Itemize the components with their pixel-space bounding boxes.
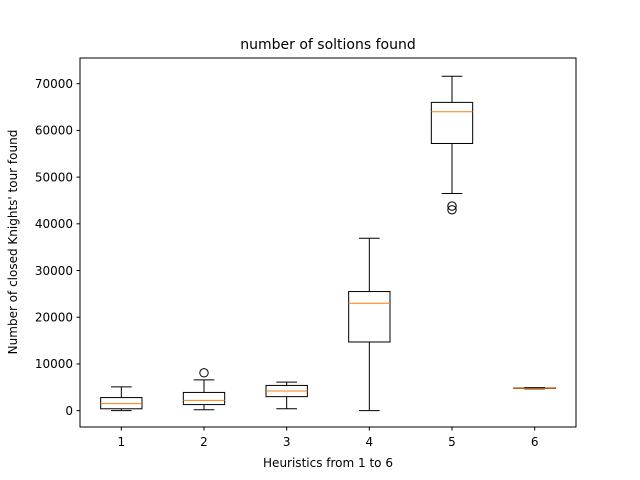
y-tick-label: 10000 bbox=[35, 357, 73, 371]
box-group-2 bbox=[182, 368, 226, 411]
x-tick-label: 1 bbox=[118, 435, 126, 449]
y-tick-label: 50000 bbox=[35, 170, 73, 184]
y-tick-label: 0 bbox=[65, 404, 73, 418]
outlier-5-1 bbox=[447, 201, 457, 211]
box-group-4 bbox=[348, 237, 391, 412]
y-tick-label: 70000 bbox=[35, 77, 73, 91]
box-4 bbox=[348, 291, 391, 343]
x-tick-label: 4 bbox=[366, 435, 374, 449]
y-tick-label: 20000 bbox=[35, 311, 73, 325]
x-tick-label: 3 bbox=[283, 435, 291, 449]
y-tick-label: 30000 bbox=[35, 264, 73, 278]
x-tick-label: 2 bbox=[200, 435, 208, 449]
box-group-1 bbox=[100, 386, 143, 412]
y-axis: 0 10000 20000 30000 40000 50000 60000 70000 bbox=[35, 77, 80, 418]
x-tick-label: 5 bbox=[448, 435, 456, 449]
chart-title: number of soltions found bbox=[240, 37, 415, 53]
box-group-3 bbox=[265, 381, 308, 410]
y-tick-label: 40000 bbox=[35, 217, 73, 231]
box-group-6 bbox=[513, 387, 556, 390]
y-tick-label: 60000 bbox=[35, 124, 73, 138]
plot-area bbox=[100, 75, 556, 412]
x-axis: 1 2 3 4 5 6 bbox=[118, 427, 539, 449]
box-group-5 bbox=[430, 75, 474, 215]
box-2 bbox=[182, 391, 226, 406]
box-5 bbox=[430, 101, 474, 144]
x-axis-title: Heuristics from 1 to 6 bbox=[263, 456, 393, 470]
y-axis-title: Number of closed Knights' tour found bbox=[6, 130, 20, 355]
x-tick-label: 6 bbox=[531, 435, 539, 449]
axes-frame bbox=[79, 57, 577, 428]
outlier-5-0 bbox=[447, 205, 457, 215]
outlier-2-0 bbox=[199, 368, 209, 378]
